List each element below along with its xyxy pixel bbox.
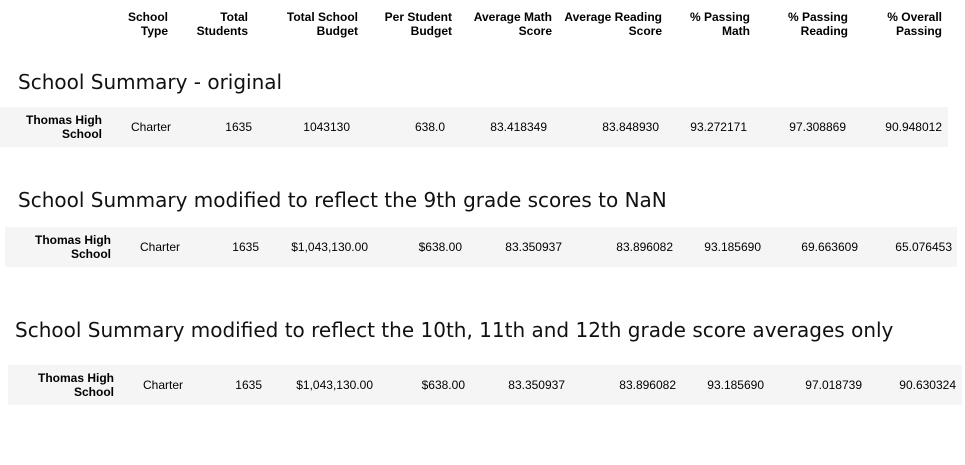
total-students-cell: 1635 <box>235 378 262 392</box>
total-students-cell: 1635 <box>232 240 259 254</box>
section-title-10th-11th-12th-averages: School Summary modified to reflect the 1… <box>15 318 894 342</box>
average-reading-cell: 83.896082 <box>619 378 676 392</box>
passing-math-cell: 93.185690 <box>704 240 761 254</box>
total-budget-cell: 1043130 <box>303 120 350 134</box>
total-budget-cell: $1,043,130.00 <box>296 378 373 392</box>
passing-math-cell: 93.185690 <box>707 378 764 392</box>
table-row: Thomas High School Charter 1635 $1,043,1… <box>5 227 957 267</box>
table-row: Thomas High School Charter 1635 1043130 … <box>0 107 948 147</box>
school-type-cell: Charter <box>142 378 183 392</box>
column-header-average-reading-score: Average Reading Score <box>564 10 662 38</box>
passing-reading-cell: 97.308869 <box>789 120 846 134</box>
section-title-9th-grade-nan: School Summary modified to reflect the 9… <box>18 188 667 212</box>
average-math-cell: 83.350937 <box>508 378 565 392</box>
school-type-cell: Charter <box>130 120 171 134</box>
passing-math-cell: 93.272171 <box>690 120 747 134</box>
overall-passing-cell: 90.630324 <box>899 378 956 392</box>
total-budget-cell: $1,043,130.00 <box>291 240 368 254</box>
passing-reading-cell: 69.663609 <box>801 240 858 254</box>
per-student-budget-cell: $638.00 <box>421 378 465 392</box>
school-name: Thomas High School <box>25 113 102 141</box>
table-row: Thomas High School Charter 1635 $1,043,1… <box>8 365 962 405</box>
average-reading-cell: 83.896082 <box>616 240 673 254</box>
school-name: Thomas High School <box>37 371 114 399</box>
column-header-row: School Type Total Students Total School … <box>0 10 965 40</box>
overall-passing-cell: 65.076453 <box>895 240 952 254</box>
per-student-budget-cell: 638.0 <box>414 120 445 134</box>
school-name: Thomas High School <box>34 233 111 261</box>
section-title-original: School Summary - original <box>18 70 283 94</box>
overall-passing-cell: 90.948012 <box>885 120 942 134</box>
column-header-passing-math: % Passing Math <box>689 10 750 38</box>
column-header-passing-reading: % Passing Reading <box>787 10 848 38</box>
column-header-average-math-score: Average Math Score <box>473 10 552 38</box>
column-header-total-students: Total Students <box>196 10 248 38</box>
average-reading-cell: 83.848930 <box>602 120 659 134</box>
passing-reading-cell: 97.018739 <box>805 378 862 392</box>
per-student-budget-cell: $638.00 <box>418 240 462 254</box>
school-type-cell: Charter <box>139 240 180 254</box>
total-students-cell: 1635 <box>225 120 252 134</box>
average-math-cell: 83.350937 <box>505 240 562 254</box>
column-header-school-type: School Type <box>127 10 168 38</box>
average-math-cell: 83.418349 <box>490 120 547 134</box>
column-header-overall-passing: % Overall Passing <box>887 10 942 38</box>
column-header-per-student-budget: Per Student Budget <box>384 10 452 38</box>
column-header-total-school-budget: Total School Budget <box>286 10 358 38</box>
